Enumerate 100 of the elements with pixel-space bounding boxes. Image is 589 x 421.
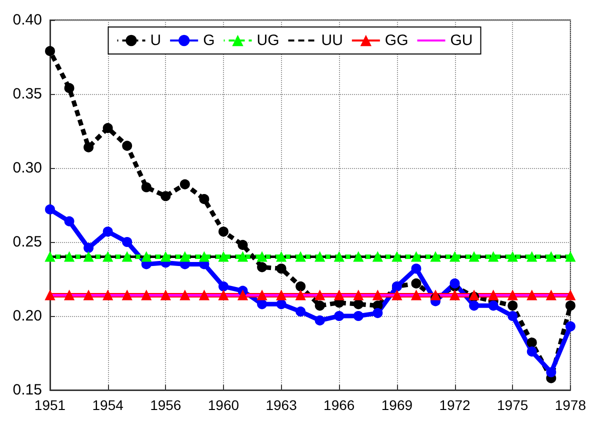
point <box>296 290 306 300</box>
point <box>102 290 113 300</box>
x-tick-label: 1972 <box>439 397 471 413</box>
point <box>238 290 248 300</box>
x-tick-label: 1966 <box>324 397 355 413</box>
point <box>122 237 132 247</box>
point <box>84 252 94 262</box>
point <box>122 252 132 262</box>
point <box>257 290 268 300</box>
y-tick-label: 0.25 <box>12 234 42 250</box>
point <box>160 290 171 300</box>
point <box>565 252 576 262</box>
point <box>314 315 325 326</box>
point <box>353 252 364 262</box>
point <box>122 140 132 151</box>
point <box>64 252 74 262</box>
point <box>546 367 556 378</box>
point <box>526 252 537 262</box>
point <box>122 290 132 300</box>
point <box>334 290 344 300</box>
point <box>372 308 383 318</box>
point <box>353 299 364 310</box>
point <box>180 252 190 262</box>
point <box>430 252 440 262</box>
x-tick-label: 1951 <box>34 397 66 413</box>
point <box>488 252 498 262</box>
point <box>276 252 286 262</box>
point <box>141 252 152 262</box>
point <box>411 290 422 300</box>
point <box>238 252 248 262</box>
point <box>565 321 576 332</box>
point <box>276 290 286 300</box>
point <box>64 83 74 94</box>
point <box>508 311 518 321</box>
x-tick-label: 1954 <box>92 397 124 413</box>
point <box>84 142 94 152</box>
point <box>392 252 402 262</box>
point <box>314 290 325 300</box>
point <box>84 290 94 300</box>
point <box>488 290 498 300</box>
point <box>102 123 113 134</box>
point <box>218 281 228 292</box>
point <box>199 252 210 262</box>
point <box>430 290 440 300</box>
point <box>45 204 55 214</box>
point <box>334 311 344 321</box>
point <box>45 252 55 262</box>
point <box>411 252 422 262</box>
point <box>526 338 537 348</box>
point <box>180 179 190 190</box>
point <box>450 278 460 288</box>
y-tick-label: 0.40 <box>12 12 42 28</box>
x-tick-label: 1978 <box>554 397 586 413</box>
point <box>64 290 74 300</box>
point <box>102 252 113 262</box>
legend-label: UG <box>256 32 280 49</box>
point <box>257 262 268 272</box>
point <box>526 346 537 357</box>
x-tick-label: 1960 <box>208 397 240 413</box>
point <box>565 300 576 311</box>
point <box>296 252 306 262</box>
y-tick-label: 0.35 <box>12 86 42 102</box>
point <box>218 226 228 237</box>
point <box>508 290 518 300</box>
point <box>508 252 518 262</box>
x-tick-label: 1963 <box>266 397 298 413</box>
point <box>180 290 190 300</box>
point <box>353 290 364 300</box>
legend-label: GU <box>450 32 473 49</box>
point <box>450 290 460 300</box>
point <box>64 216 74 226</box>
point <box>160 252 171 262</box>
point <box>199 194 210 204</box>
point <box>546 252 556 262</box>
point <box>160 191 171 202</box>
point <box>276 264 286 274</box>
point <box>218 252 228 262</box>
y-tick-label: 0.15 <box>12 382 42 398</box>
point <box>218 290 228 300</box>
point <box>199 290 210 300</box>
x-tick-label: 1969 <box>381 397 413 413</box>
legend-label: UU <box>321 32 343 49</box>
point <box>276 299 286 310</box>
legend-label: U <box>150 32 162 49</box>
x-tick-label: 1956 <box>150 397 182 413</box>
point <box>45 46 55 56</box>
point <box>450 252 460 262</box>
point <box>488 300 498 311</box>
point <box>353 311 364 321</box>
point <box>411 264 422 274</box>
point <box>469 252 480 262</box>
point <box>257 252 268 262</box>
point <box>314 252 325 262</box>
point <box>372 290 383 300</box>
x-tick-label: 1975 <box>497 397 528 413</box>
point <box>334 252 344 262</box>
point <box>238 240 248 250</box>
point <box>257 299 268 310</box>
y-tick-label: 0.20 <box>12 308 42 324</box>
point <box>102 226 113 237</box>
